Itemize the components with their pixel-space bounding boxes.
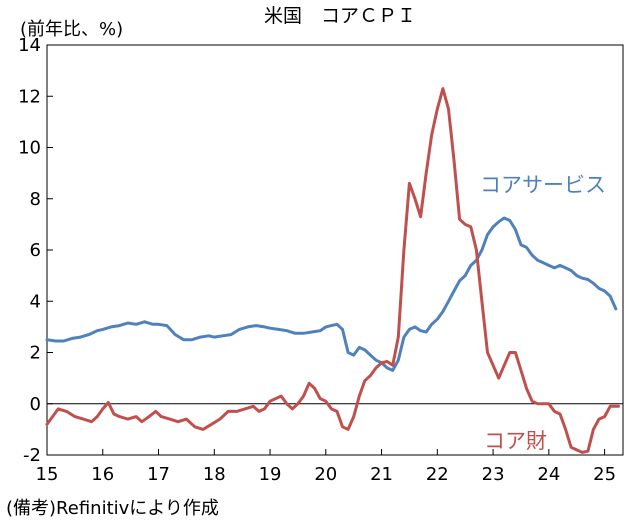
x-tick-label: 23 bbox=[482, 464, 505, 485]
plot-frame bbox=[46, 44, 624, 456]
x-tick-label: 18 bbox=[203, 464, 226, 485]
series-line-0 bbox=[45, 216, 618, 372]
y-tick-label: 10 bbox=[18, 138, 41, 159]
y-tick-label: -2 bbox=[23, 445, 41, 466]
y-tick-label: 0 bbox=[30, 394, 41, 415]
y-tick-label: 6 bbox=[30, 240, 41, 261]
y-tick-label: 2 bbox=[30, 343, 41, 364]
x-tick-label: 20 bbox=[314, 464, 337, 485]
y-axis: -2 0 2 4 6 8 10 12 14 bbox=[18, 35, 53, 466]
source-note: (備考)Refinitivにより作成 bbox=[6, 498, 219, 519]
x-tick-label: 15 bbox=[36, 464, 59, 485]
chart-title: 米国 コアＣＰＩ bbox=[264, 5, 416, 27]
x-tick-label: 19 bbox=[259, 464, 282, 485]
series-line-1 bbox=[45, 87, 620, 454]
unit-label: (前年比、%) bbox=[20, 19, 123, 40]
series-label-0: コアサービス bbox=[480, 173, 606, 197]
x-tick-label: 17 bbox=[147, 464, 170, 485]
x-tick-label: 24 bbox=[537, 464, 560, 485]
y-tick-label: 4 bbox=[30, 291, 41, 312]
x-tick-label: 25 bbox=[593, 464, 616, 485]
y-tick-label: 14 bbox=[18, 35, 41, 56]
x-tick-label: 16 bbox=[91, 464, 114, 485]
series-label-1: コア財 bbox=[484, 429, 547, 453]
y-tick-label: 12 bbox=[18, 86, 41, 107]
x-axis: 15 16 17 18 19 20 21 22 23 24 25 bbox=[36, 449, 616, 485]
y-tick-label: 8 bbox=[30, 189, 41, 210]
x-tick-label: 22 bbox=[426, 464, 449, 485]
x-tick-label: 21 bbox=[370, 464, 393, 485]
